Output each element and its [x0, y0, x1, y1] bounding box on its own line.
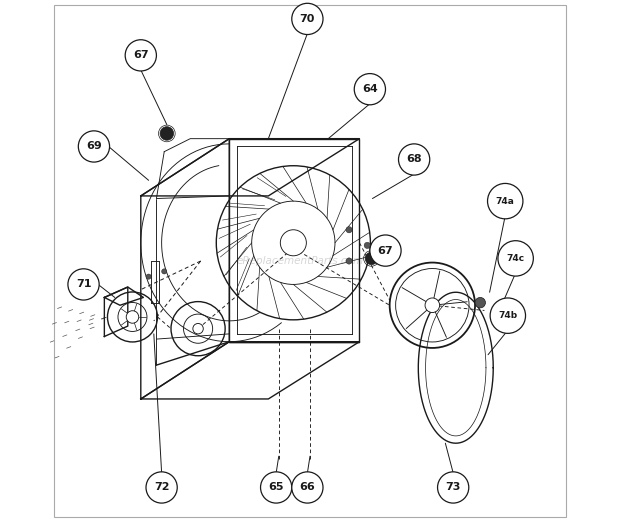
Text: 73: 73 [446, 482, 461, 492]
Circle shape [498, 241, 533, 276]
Text: 74a: 74a [496, 197, 515, 206]
Circle shape [162, 269, 167, 274]
Circle shape [146, 274, 151, 279]
Circle shape [346, 258, 352, 264]
Circle shape [475, 298, 485, 308]
Circle shape [354, 74, 386, 105]
Text: 67: 67 [378, 245, 393, 256]
Text: 69: 69 [86, 141, 102, 151]
Text: 74b: 74b [498, 311, 518, 320]
Circle shape [365, 252, 378, 265]
Text: 67: 67 [133, 50, 149, 61]
Circle shape [78, 131, 110, 162]
Circle shape [364, 242, 370, 248]
Text: 64: 64 [362, 84, 378, 94]
Circle shape [292, 472, 323, 503]
Circle shape [292, 3, 323, 34]
Circle shape [125, 40, 156, 71]
Circle shape [425, 298, 440, 313]
Text: 70: 70 [299, 14, 315, 24]
Circle shape [160, 127, 174, 140]
Text: 71: 71 [76, 279, 91, 289]
Circle shape [260, 472, 292, 503]
Text: 72: 72 [154, 482, 169, 492]
Circle shape [68, 269, 99, 300]
Text: 68: 68 [406, 155, 422, 164]
Circle shape [370, 235, 401, 266]
Text: 74c: 74c [507, 254, 525, 263]
Circle shape [399, 144, 430, 175]
Circle shape [280, 230, 306, 256]
Text: eReplacementParts.com: eReplacementParts.com [236, 256, 363, 266]
Circle shape [487, 183, 523, 219]
Circle shape [438, 472, 469, 503]
Circle shape [490, 298, 526, 334]
Circle shape [193, 324, 203, 334]
Circle shape [126, 311, 139, 323]
Circle shape [146, 472, 177, 503]
Text: 66: 66 [299, 482, 316, 492]
Circle shape [346, 227, 352, 233]
Text: 65: 65 [268, 482, 284, 492]
